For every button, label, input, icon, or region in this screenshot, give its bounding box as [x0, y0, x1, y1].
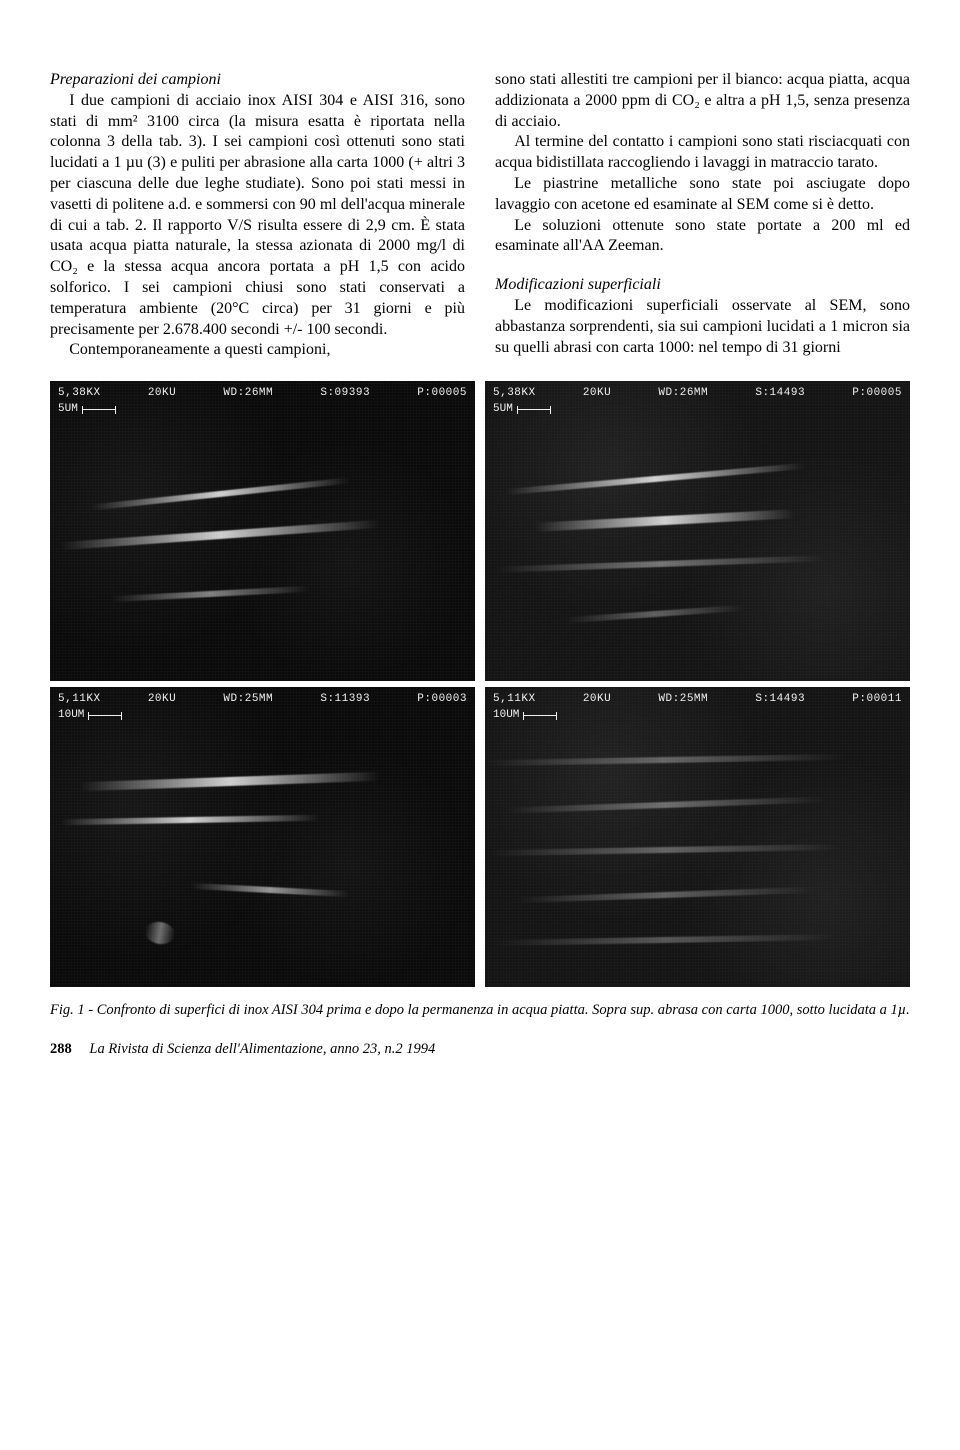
sem-wd: WD:25MM [658, 693, 708, 705]
sem-s: S:14493 [755, 693, 805, 705]
sem-image-top-left: 5,38KX 20KU WD:26MM S:09393 P:00005 5UM [50, 381, 475, 681]
sem-meta-tr: 5,38KX 20KU WD:26MM S:14493 P:00005 [493, 387, 902, 399]
sem-p: P:00003 [417, 693, 467, 705]
right-paragraph-2: Al termine del contatto i campioni sono … [495, 132, 910, 174]
sem-image-bottom-right: 5,11KX 20KU WD:25MM S:14493 P:00011 10UM [485, 687, 910, 987]
sem-scale-tl: 5UM [58, 403, 116, 415]
sem-s: S:11393 [320, 693, 370, 705]
sem-meta-bl: 5,11KX 20KU WD:25MM S:11393 P:00003 [58, 693, 467, 705]
right-paragraph-4: Le soluzioni ottenute sono state portate… [495, 216, 910, 258]
left-paragraph-2: Contemporaneamente a questi campioni, [50, 340, 465, 361]
sem-p: P:00005 [417, 387, 467, 399]
sem-kv: 20KU [148, 387, 176, 399]
sem-wd: WD:26MM [658, 387, 708, 399]
sem-meta-br: 5,11KX 20KU WD:25MM S:14493 P:00011 [493, 693, 902, 705]
left-paragraph-1: I due campioni di acciaio inox AISI 304 … [50, 91, 465, 341]
sem-scale-br: 10UM [493, 709, 557, 721]
page-number: 288 [50, 1041, 72, 1057]
sem-image-top-right: 5,38KX 20KU WD:26MM S:14493 P:00005 5UM [485, 381, 910, 681]
sem-p: P:00011 [852, 693, 902, 705]
right-paragraph-3: Le piastrine metalliche sono state poi a… [495, 174, 910, 216]
figure-row-top: 5,38KX 20KU WD:26MM S:09393 P:00005 5UM … [50, 381, 910, 681]
sem-scale-bl: 10UM [58, 709, 122, 721]
sem-scale-val: 5UM [493, 403, 513, 415]
sem-meta-tl: 5,38KX 20KU WD:26MM S:09393 P:00005 [58, 387, 467, 399]
sem-kv: 20KU [148, 693, 176, 705]
journal-ref: La Rivista di Scienza dell'Alimentazione… [89, 1041, 435, 1057]
text-columns: Preparazioni dei campioni I due campioni… [50, 70, 910, 361]
figure-caption: Fig. 1 - Confronto di superfici di inox … [50, 1001, 910, 1019]
sem-scale-val: 10UM [58, 709, 84, 721]
page-footer: 288 La Rivista di Scienza dell'Alimentaz… [50, 1041, 910, 1058]
sem-mag: 5,38KX [493, 387, 536, 399]
sem-mag: 5,38KX [58, 387, 101, 399]
right-paragraph-5: Le modificazioni superficiali osservate … [495, 296, 910, 358]
sem-mag: 5,11KX [58, 693, 101, 705]
right-paragraph-1: sono stati allestiti tre campioni per il… [495, 70, 910, 132]
sem-scale-val: 10UM [493, 709, 519, 721]
sem-scale-val: 5UM [58, 403, 78, 415]
sem-kv: 20KU [583, 693, 611, 705]
section-heading-modificazioni: Modificazioni superficiali [495, 276, 661, 293]
right-column: sono stati allestiti tre campioni per il… [495, 70, 910, 361]
section-heading-preparazioni: Preparazioni dei campioni [50, 71, 221, 88]
sem-image-bottom-left: 5,11KX 20KU WD:25MM S:11393 P:00003 10UM [50, 687, 475, 987]
figure-row-bottom: 5,11KX 20KU WD:25MM S:11393 P:00003 10UM… [50, 687, 910, 987]
sem-s: S:14493 [755, 387, 805, 399]
sem-scale-tr: 5UM [493, 403, 551, 415]
sem-wd: WD:25MM [223, 693, 273, 705]
sem-p: P:00005 [852, 387, 902, 399]
sem-s: S:09393 [320, 387, 370, 399]
sem-figure-grid: 5,38KX 20KU WD:26MM S:09393 P:00005 5UM … [50, 381, 910, 987]
sem-mag: 5,11KX [493, 693, 536, 705]
sem-wd: WD:26MM [223, 387, 273, 399]
left-column: Preparazioni dei campioni I due campioni… [50, 70, 465, 361]
sem-kv: 20KU [583, 387, 611, 399]
